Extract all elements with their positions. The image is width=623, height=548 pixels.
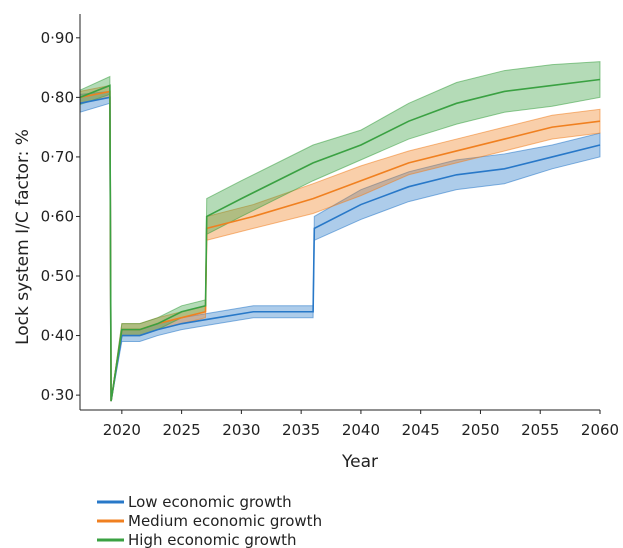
- x-ticks: 2020 2025 2030 2035 2040 2045 2050 2055 2060: [103, 410, 619, 439]
- x-tick-label: 2040: [342, 421, 380, 439]
- x-tick-label: 2060: [581, 421, 619, 439]
- x-tick-label: 2035: [282, 421, 320, 439]
- series-line: [79, 78, 601, 402]
- series-band: [79, 61, 601, 402]
- x-tick-label: 2055: [521, 421, 559, 439]
- legend-label: Low economic growth: [128, 493, 292, 511]
- y-tick-label: 0·50: [41, 267, 74, 285]
- y-axis-title: Lock system I/C factor: %: [13, 129, 33, 345]
- x-tick-label: 2020: [103, 421, 141, 439]
- series-lines: [79, 78, 601, 402]
- y-tick-label: 0·40: [41, 327, 74, 345]
- y-tick-label: 0·70: [41, 148, 74, 166]
- y-tick-label: 0·90: [41, 29, 74, 47]
- series-bands: [79, 61, 601, 402]
- series-band: [79, 84, 601, 402]
- x-tick-label: 2030: [222, 421, 260, 439]
- x-tick-label: 2045: [402, 421, 440, 439]
- y-tick-label: 0·80: [41, 88, 74, 106]
- legend-label: Medium economic growth: [128, 512, 322, 530]
- x-tick-label: 2050: [461, 421, 499, 439]
- y-ticks: 0·30 0·40 0·50 0·60 0·70 0·80 0·90: [41, 29, 80, 404]
- y-tick-label: 0·30: [41, 386, 74, 404]
- x-axis-title: Year: [341, 452, 378, 472]
- x-tick-label: 2025: [163, 421, 201, 439]
- legend-label: High economic growth: [128, 531, 297, 548]
- y-tick-label: 0·60: [41, 207, 74, 225]
